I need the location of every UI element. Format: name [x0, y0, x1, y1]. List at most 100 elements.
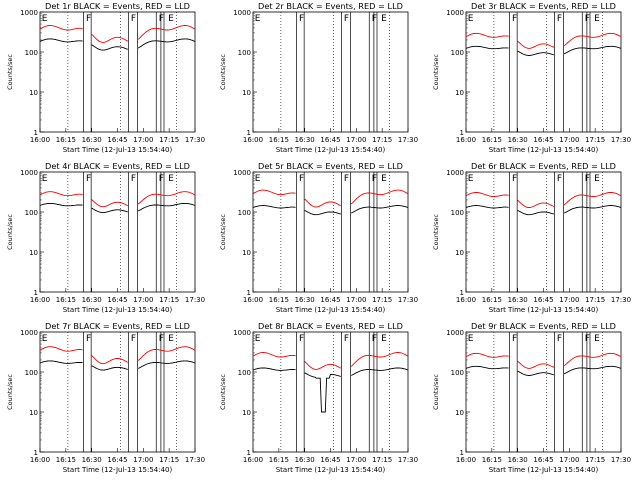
x-tick-label: 16:45 [533, 296, 553, 304]
y-tick-label: 1000 [20, 9, 38, 17]
x-tick-label: 16:15 [269, 296, 289, 304]
x-tick-label: 17:15 [159, 456, 179, 464]
y-tick-label: 1000 [20, 329, 38, 337]
x-tick-label: 17:15 [372, 296, 392, 304]
y-tick-label: 1000 [233, 329, 251, 337]
flag-letter: F [372, 174, 377, 184]
x-tick-label: 16:30 [508, 136, 528, 144]
x-tick-label: 17:30 [398, 296, 418, 304]
flag-letter: F [585, 14, 590, 24]
y-tick-label: 1000 [446, 9, 464, 17]
detector-panel-2: Det 2r BLACK = Events, RED = LLD 1 10 100 10… [219, 1, 418, 154]
x-axis-label: Start Time (12-Jul-13 15:54:40) [276, 146, 386, 154]
flag-letter: F [557, 14, 562, 24]
x-tick-label: 16:15 [482, 296, 502, 304]
detector-panel-4: Det 4r BLACK = Events, RED = LLD 1 10 100 10… [6, 161, 205, 314]
x-tick-label: 17:15 [372, 136, 392, 144]
flag-letter: F [344, 334, 349, 344]
plot-frame [252, 171, 409, 293]
plot-frame [465, 171, 622, 293]
x-tick-label: 16:30 [82, 296, 102, 304]
panel-title: Det 4r BLACK = Events, RED = LLD [45, 161, 190, 171]
flag-letter: F [372, 334, 377, 344]
flag-letter: F [86, 14, 91, 24]
x-tick-label: 17:15 [585, 296, 605, 304]
x-tick-label: 16:45 [107, 136, 127, 144]
flag-letter: F [585, 334, 590, 344]
x-tick-label: 16:00 [456, 136, 476, 144]
flag-letter: E [255, 174, 261, 184]
series-line-events [465, 205, 622, 216]
y-axis-label: Counts/sec [219, 374, 227, 410]
x-axis-label: Start Time (12-Jul-13 15:54:40) [489, 306, 599, 314]
flag-letter: E [168, 174, 174, 184]
x-tick-label: 17:30 [611, 456, 631, 464]
y-axis-label: Counts/sec [6, 54, 14, 90]
flag-letter: F [512, 334, 517, 344]
flag-letter: F [159, 14, 164, 24]
x-tick-label: 17:15 [372, 456, 392, 464]
y-tick-label: 100 [451, 49, 464, 57]
x-tick-label: 17:15 [159, 136, 179, 144]
y-axis-label: Counts/sec [432, 214, 440, 250]
x-tick-label: 16:00 [456, 456, 476, 464]
series-line-events [252, 205, 409, 216]
x-tick-label: 16:15 [269, 136, 289, 144]
y-tick-label: 1 [247, 129, 251, 137]
x-tick-label: 17:00 [559, 136, 579, 144]
x-tick-label: 16:30 [295, 296, 315, 304]
y-tick-label: 10 [455, 249, 464, 257]
flag-letter: E [594, 14, 600, 24]
y-axis-label: Counts/sec [219, 54, 227, 90]
flag-letter: F [86, 174, 91, 184]
panel-title: Det 7r BLACK = Events, RED = LLD [45, 321, 190, 331]
series-line-events [39, 360, 196, 371]
x-tick-label: 16:30 [82, 136, 102, 144]
x-tick-label: 16:45 [107, 456, 127, 464]
x-tick-label: 16:15 [56, 136, 76, 144]
y-tick-label: 100 [451, 209, 464, 217]
series-line-lld [465, 352, 622, 369]
detector-panel-3: Det 3r BLACK = Events, RED = LLD 1 10 100 10… [432, 1, 631, 154]
flag-letter: F [344, 14, 349, 24]
y-tick-label: 1 [34, 449, 38, 457]
y-tick-label: 1 [34, 289, 38, 297]
series-line-lld [252, 189, 409, 208]
y-tick-label: 1000 [446, 169, 464, 177]
flag-letter: E [381, 174, 387, 184]
series-line-lld [39, 346, 196, 365]
y-tick-label: 1 [460, 129, 464, 137]
flag-letter: E [468, 174, 474, 184]
x-tick-label: 16:30 [295, 456, 315, 464]
flag-letter: E [594, 174, 600, 184]
x-tick-label: 16:45 [533, 136, 553, 144]
y-tick-label: 10 [242, 249, 251, 257]
flag-letter: F [131, 334, 136, 344]
y-tick-label: 10 [455, 89, 464, 97]
x-tick-label: 16:00 [30, 456, 50, 464]
flag-letter: F [512, 174, 517, 184]
panel-title: Det 3r BLACK = Events, RED = LLD [471, 1, 616, 11]
y-tick-label: 10 [29, 409, 38, 417]
x-tick-label: 16:15 [269, 456, 289, 464]
flag-letter: E [255, 334, 261, 344]
flag-letter: E [42, 334, 48, 344]
x-tick-label: 16:45 [320, 456, 340, 464]
panel-title: Det 9r BLACK = Events, RED = LLD [471, 321, 616, 331]
x-tick-label: 17:30 [185, 136, 205, 144]
x-axis-label: Start Time (12-Jul-13 15:54:40) [489, 146, 599, 154]
flag-letter: F [585, 174, 590, 184]
flag-letter: F [131, 14, 136, 24]
x-tick-label: 17:30 [185, 296, 205, 304]
x-tick-label: 17:00 [133, 456, 153, 464]
x-tick-label: 16:00 [30, 136, 50, 144]
y-tick-label: 100 [238, 209, 251, 217]
y-tick-label: 100 [25, 209, 38, 217]
series-line-lld [39, 25, 196, 43]
flag-letter: F [344, 174, 349, 184]
x-tick-label: 17:15 [585, 456, 605, 464]
x-axis-label: Start Time (12-Jul-13 15:54:40) [63, 146, 173, 154]
series-line-lld [39, 191, 196, 208]
flag-letter: E [168, 14, 174, 24]
